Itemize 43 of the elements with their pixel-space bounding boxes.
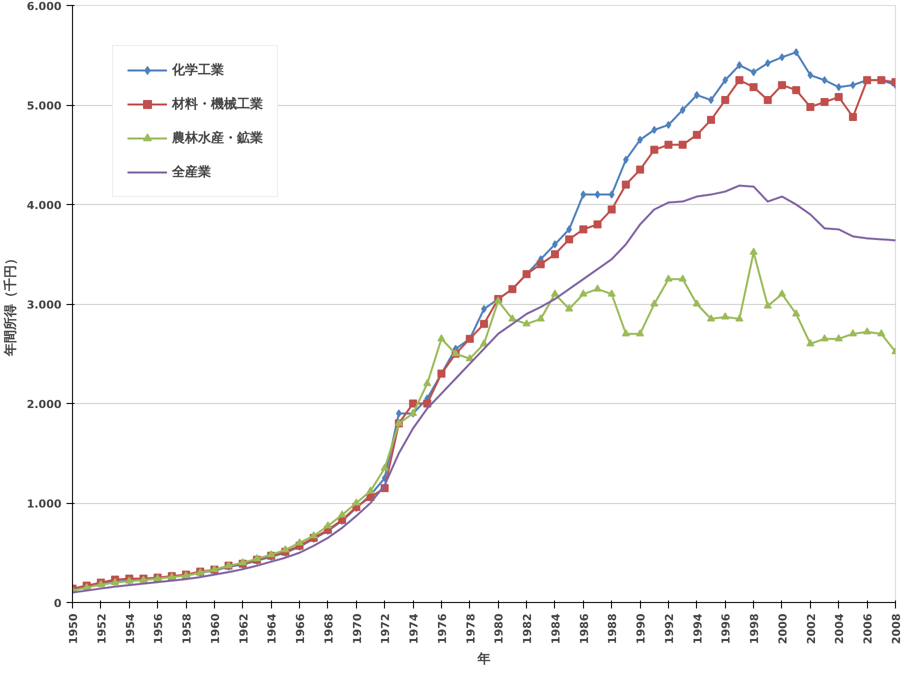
y-tick-label: 0 [54,597,62,610]
legend-label: 化学工業 [172,62,224,79]
x-tick-label: 1992 [662,613,676,644]
x-tick-label: 1998 [748,613,762,644]
x-tick-label: 1976 [436,613,449,644]
legend-label: 材料・機械工業 [172,96,263,113]
x-tick-label: 1968 [322,613,336,644]
y-tick-label: 2.000 [26,398,62,411]
x-tick-label: 1994 [691,613,704,644]
x-tick-label: 1978 [464,613,478,644]
x-tick-label: 1972 [379,613,392,644]
x-tick-label: 1990 [634,613,648,644]
x-tick-label: 2004 [833,613,846,644]
x-tick-label: 1958 [180,613,194,644]
y-tick-label: 6.000 [26,0,62,13]
x-tick-label: 1964 [266,613,279,644]
y-tick-label: 5.000 [26,100,62,112]
x-tick-label: 1996 [720,613,733,644]
x-tick-label: 1970 [350,613,364,644]
legend-label: 農林水産・鉱業 [172,130,263,147]
x-tick-label: 1956 [152,613,166,644]
x-tick-label: 1950 [67,613,80,644]
y-tick-label: 4.000 [26,199,62,212]
x-tick-label: 1988 [606,613,620,644]
x-tick-label: 1960 [208,613,222,644]
legend-label: 全産業 [172,164,211,181]
x-axis-title: 年 [476,652,490,668]
x-tick-label: 2006 [862,613,875,644]
x-tick-label: 1974 [408,613,421,644]
x-tick-label: 2002 [804,613,818,644]
x-tick-label: 1966 [294,613,308,644]
x-tick-label: 2008 [890,613,903,644]
y-tick-label: 1.000 [26,498,62,510]
y-tick-label: 3.000 [26,298,62,312]
x-tick-label: 1982 [521,613,534,644]
x-tick-label: 1980 [492,613,506,644]
x-tick-label: 1952 [95,613,108,644]
x-tick-label: 1954 [124,613,137,644]
x-tick-label: 1986 [578,613,591,644]
x-tick-label: 1962 [237,613,250,644]
x-tick-label: 2000 [776,613,790,644]
y-axis-title: 年間所得（千円） [2,252,19,357]
x-tick-label: 1984 [549,613,562,644]
